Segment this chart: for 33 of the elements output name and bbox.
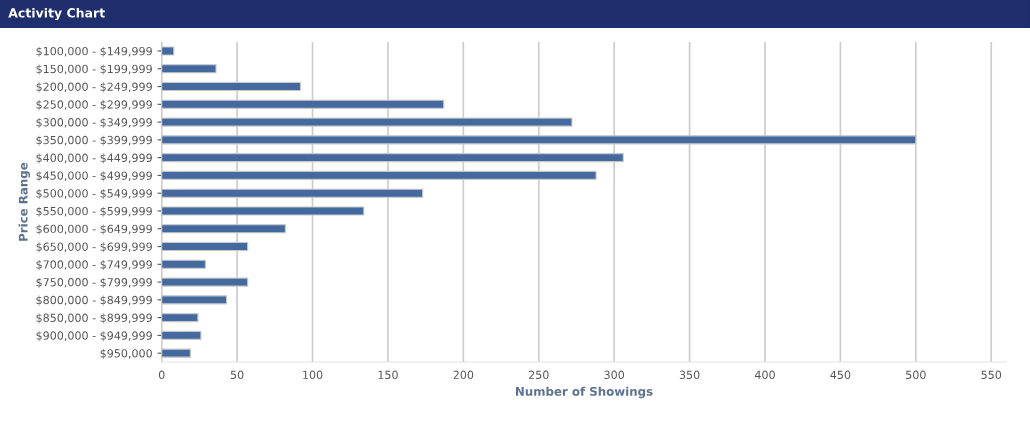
x-axis-title: Number of Showings: [516, 386, 653, 399]
y-tick-label: $950,000: [100, 348, 152, 360]
text: Activity Chart: [8, 7, 105, 21]
x-tick-label: 350: [679, 370, 700, 379]
y-tick-label: $450,000 - $499,999: [36, 171, 152, 182]
y-tick-label: $200,000 - $249,999: [36, 82, 152, 93]
x-tick-label: 400: [754, 370, 775, 379]
x-tick-label: 150: [378, 370, 398, 379]
y-tick-label: $150,000 - $199,999: [36, 64, 152, 75]
x-tick-label: 50: [230, 370, 244, 379]
x-tick-label: 0: [158, 370, 165, 379]
y-tick-label: $850,000 - $899,999: [36, 313, 152, 324]
y-tick-label: $600,000 - $649,999: [36, 224, 152, 235]
y-tick-label: $650,000 - $699,999: [36, 242, 152, 253]
y-tick-label: $500,000 - $549,999: [36, 188, 152, 200]
y-tick-label: $900,000 - $949,999: [36, 331, 152, 342]
x-tick-label: 250: [528, 370, 549, 379]
y-tick-label: $800,000 - $849,999: [36, 295, 152, 306]
y-tick-label: $700,000 - $749,999: [36, 260, 152, 271]
y-tick-label: $550,000 - $599,999: [36, 206, 152, 217]
x-tick-label: 450: [830, 370, 851, 379]
x-tick-label: 300: [604, 370, 625, 379]
x-tick-label: 200: [453, 370, 474, 379]
y-tick-label: $100,000 - $149,999: [36, 46, 152, 57]
y-tick-label: $750,000 - $799,999: [36, 277, 152, 288]
y-tick-label: $400,000 - $449,999: [36, 153, 152, 164]
x-tick-label: 550: [981, 370, 1002, 379]
y-tick-label: $250,000 - $299,999: [36, 100, 152, 111]
y-tick-label: $350,000 - $399,999: [36, 135, 152, 146]
x-tick-label: 500: [906, 370, 926, 379]
y-axis-title: Price Range: [18, 162, 31, 241]
x-tick-label: 100: [303, 370, 323, 379]
y-tick-label: $300,000 - $349,999: [36, 117, 152, 128]
